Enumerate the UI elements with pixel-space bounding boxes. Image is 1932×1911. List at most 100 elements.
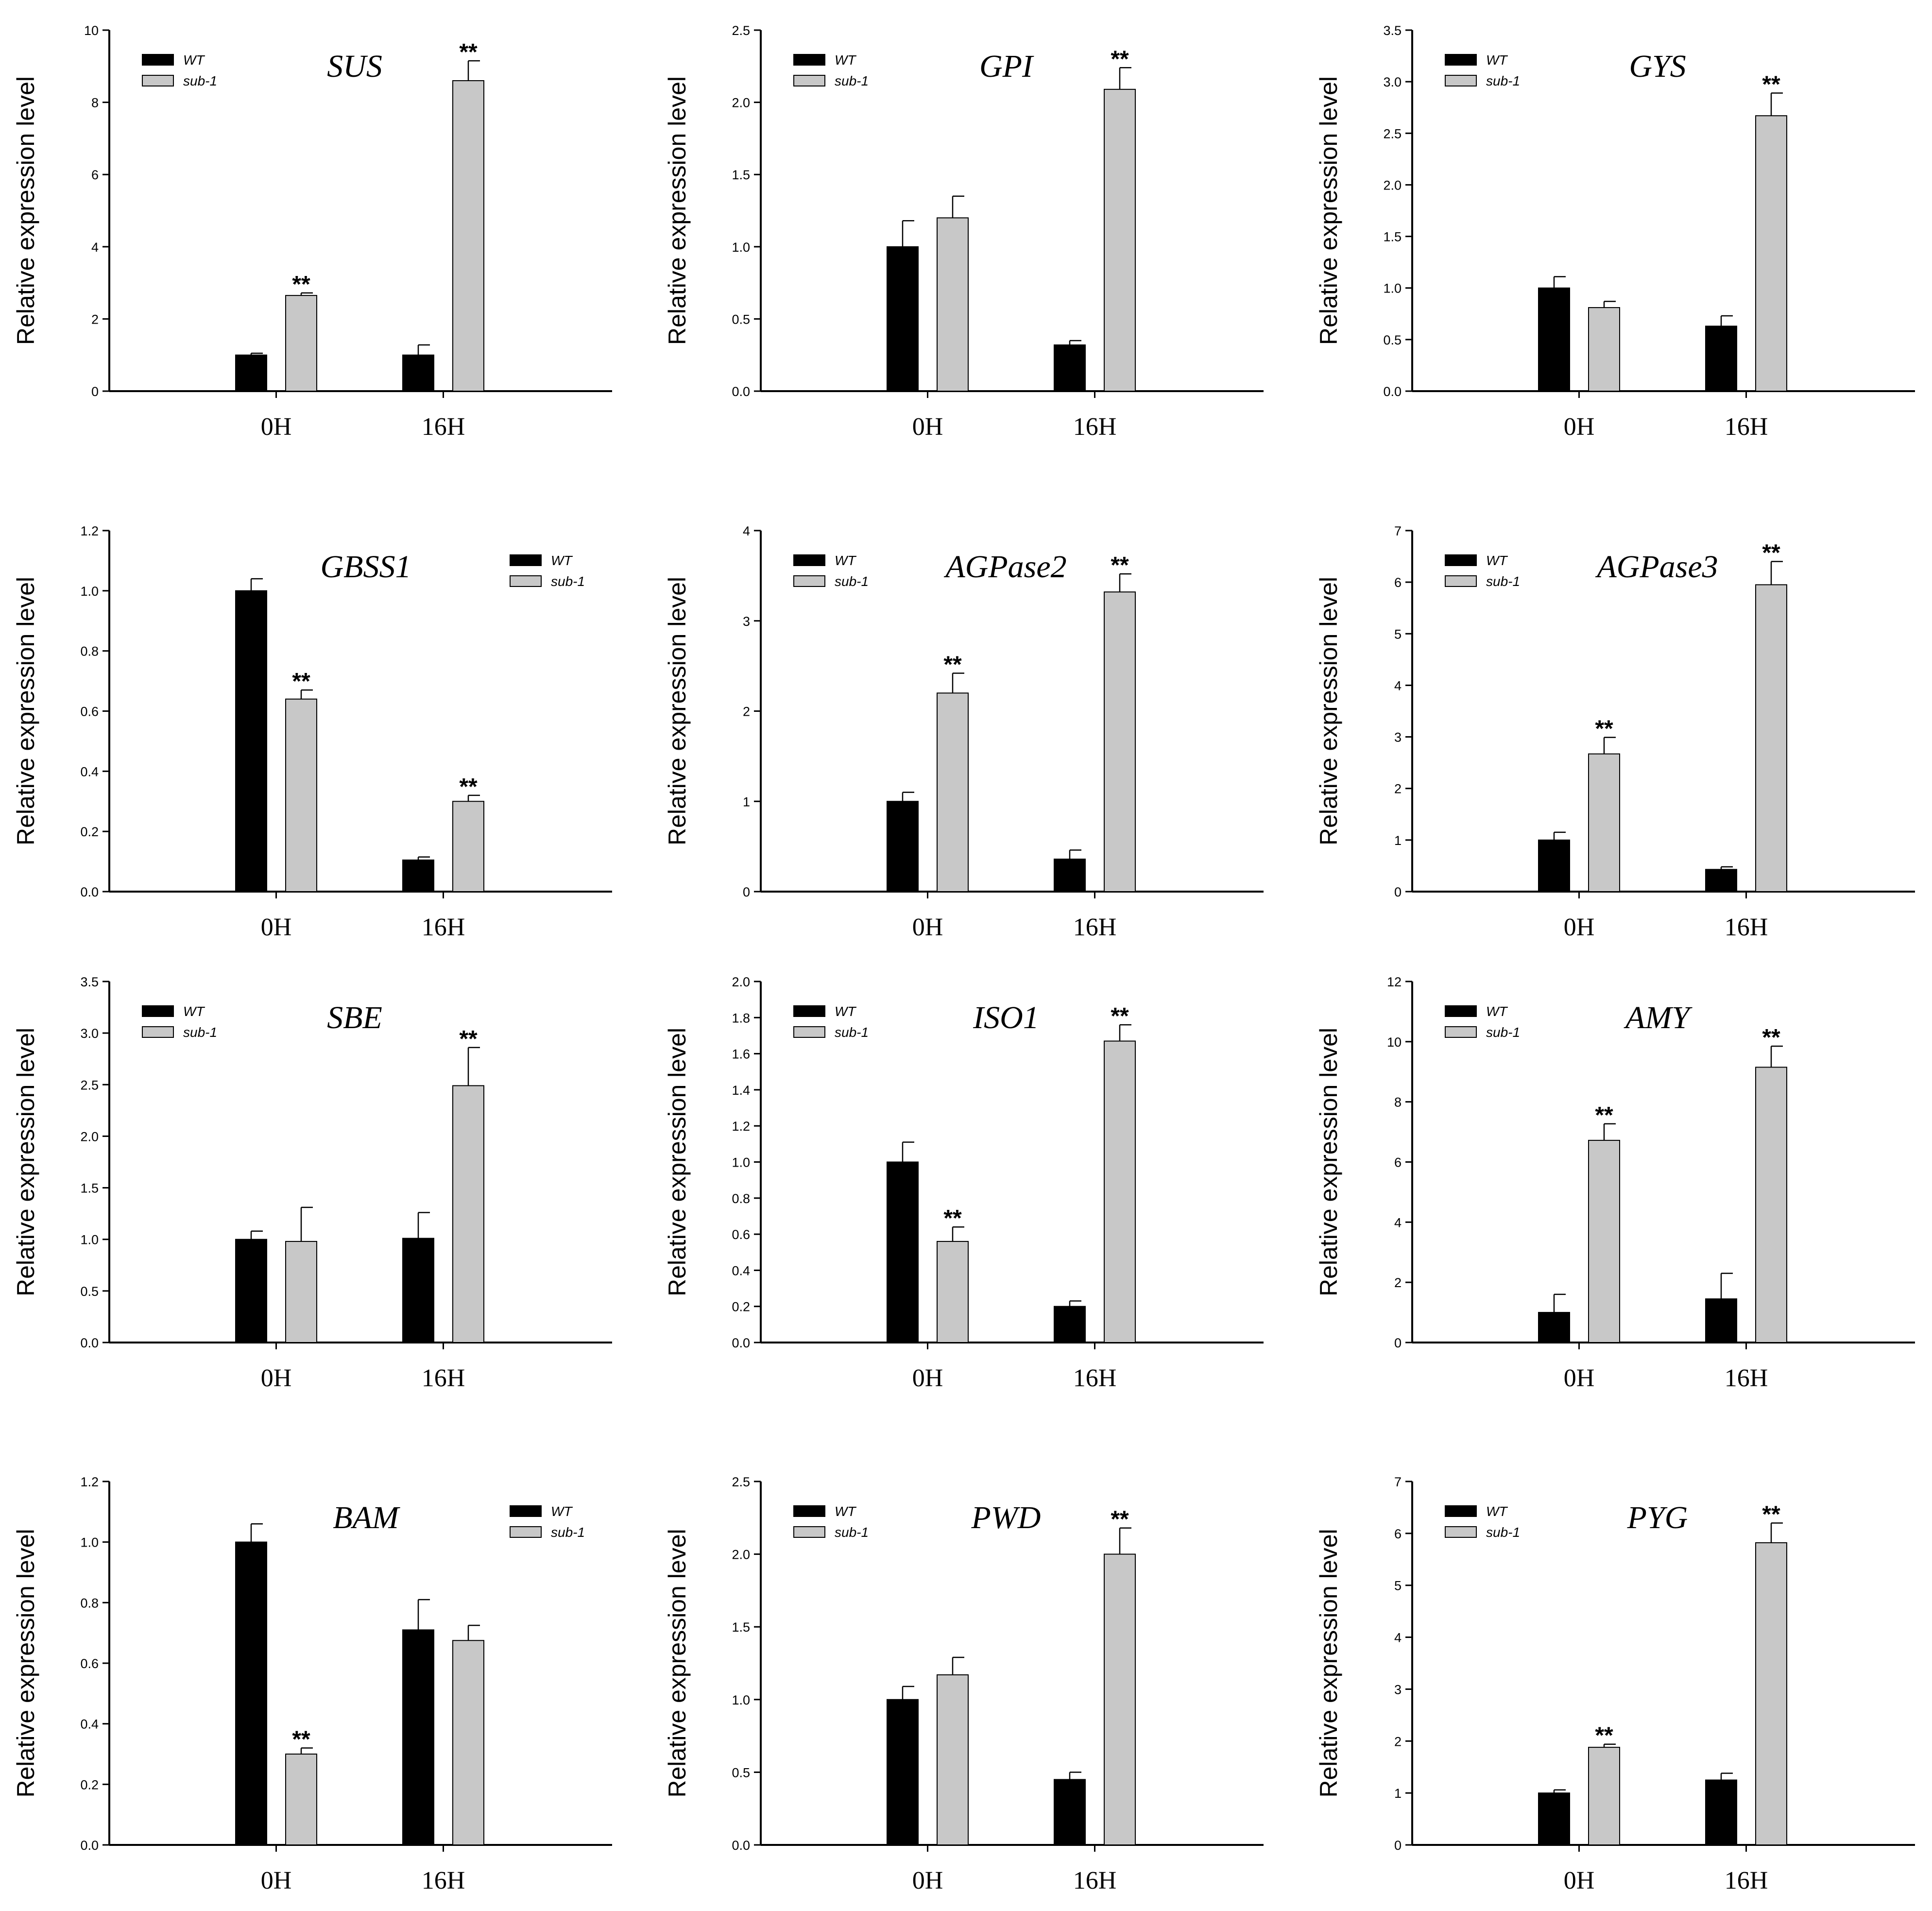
x-tick-label-0h: 0H: [912, 413, 943, 441]
y-tick-label: 1.0: [80, 584, 99, 599]
y-tick-label: 5: [1394, 627, 1402, 641]
y-tick-label: 4: [1394, 1215, 1402, 1230]
x-tick-label-16h: 16H: [1725, 913, 1768, 941]
panel-title: GBSS1: [321, 549, 411, 585]
bar-iso1-sub-1-0h: [937, 1240, 969, 1343]
panel-title: AGPase3: [1595, 549, 1718, 585]
bar-gys-sub-1-16h: [1755, 115, 1787, 392]
y-tick-label: 0.8: [80, 644, 99, 659]
y-tick-label: 0.0: [1383, 384, 1402, 399]
y-tick-label: 2: [91, 312, 99, 327]
legend-label-sub-1: sub-1: [1486, 1025, 1520, 1040]
panel-title: ISO1: [973, 1000, 1039, 1035]
legend-swatch-wt: [510, 1505, 542, 1517]
y-tick-label: 1.5: [732, 1620, 750, 1635]
y-tick-label: 0.0: [732, 1838, 750, 1853]
x-tick-label-0h: 0H: [1564, 413, 1595, 441]
x-tick-label-0h: 0H: [1564, 913, 1595, 941]
y-tick-label: 0.4: [80, 1717, 99, 1732]
bar-bam-wt-16h: [402, 1629, 434, 1846]
y-tick-label: 0.6: [80, 705, 99, 719]
significance-marker: **: [1595, 1102, 1613, 1128]
y-axis-label: Relative expression level: [12, 1529, 39, 1797]
y-tick-label: 3.0: [80, 1026, 99, 1041]
y-tick-label: 8: [91, 96, 99, 110]
bar-gys-wt-0h: [1538, 287, 1570, 392]
bar-sbe-sub-1-0h: [285, 1240, 317, 1343]
bar-pwd-wt-0h: [887, 1699, 919, 1846]
legend-swatch-wt: [1445, 1005, 1477, 1017]
y-axis-label: Relative expression level: [1315, 1529, 1342, 1797]
panel-iso1: 0.0 0.2 0.4 0.6 0.8 1.0 1.2 1.4 1.6 1.8 2.0 Relativ…: [664, 975, 1264, 1392]
x-tick-label-0h: 0H: [261, 1867, 292, 1894]
bar-amy-wt-16h: [1705, 1298, 1737, 1343]
bar-agpase3-sub-1-0h: [1588, 753, 1620, 892]
legend-label-sub-1: sub-1: [183, 73, 217, 88]
x-tick-label-16h: 16H: [1073, 1867, 1117, 1894]
y-tick-label: 2: [1394, 1275, 1402, 1290]
bar-pyg-sub-1-16h: [1755, 1542, 1787, 1845]
bar-bam-sub-1-0h: [285, 1754, 317, 1845]
y-axis-label: Relative expression level: [1315, 577, 1342, 845]
y-tick-label: 0.0: [732, 384, 750, 399]
y-axis-label: Relative expression level: [664, 1529, 691, 1797]
legend-swatch-wt: [793, 554, 825, 566]
legend-label-sub-1: sub-1: [1486, 1525, 1520, 1540]
panel-pwd: 0.0 0.5 1.0 1.5 2.0 2.5 Relative expression le…: [664, 1475, 1264, 1894]
x-tick-label-0h: 0H: [912, 913, 943, 941]
legend-swatch-sub-1: [1445, 575, 1477, 587]
panel-title: AMY: [1624, 1000, 1693, 1035]
y-tick-label: 0.0: [80, 1838, 99, 1853]
y-tick-label: 10: [84, 23, 99, 38]
panel-title: BAM: [333, 1500, 401, 1535]
y-axis-label: Relative expression level: [12, 577, 39, 845]
y-tick-label: 2.5: [80, 1078, 99, 1092]
x-tick-label-0h: 0H: [261, 913, 292, 941]
bar-agpase3-sub-1-16h: [1755, 584, 1787, 892]
y-axis-label: Relative expression level: [12, 1028, 39, 1296]
significance-marker: **: [459, 39, 478, 65]
bar-iso1-wt-0h: [887, 1161, 919, 1343]
y-tick-label: 1.2: [80, 1475, 99, 1489]
bar-agpase2-wt-16h: [1054, 859, 1086, 893]
bar-gpi-wt-16h: [1054, 344, 1086, 392]
y-tick-label: 1.0: [732, 240, 750, 255]
bar-agpase2-wt-0h: [887, 801, 919, 892]
y-axis-label: Relative expression level: [664, 1028, 691, 1296]
legend-swatch-sub-1: [142, 75, 174, 86]
x-tick-label-0h: 0H: [261, 1364, 292, 1392]
bar-sbe-sub-1-16h: [452, 1085, 484, 1343]
y-tick-label: 6: [91, 168, 99, 182]
legend-label-sub-1: sub-1: [551, 1525, 585, 1540]
y-tick-label: 1.0: [732, 1693, 750, 1707]
x-tick-label-16h: 16H: [1725, 413, 1768, 441]
y-tick-label: 0.2: [732, 1300, 750, 1314]
significance-marker: **: [1595, 716, 1613, 742]
y-tick-label: 6: [1394, 575, 1402, 590]
legend-swatch-sub-1: [793, 1026, 825, 1038]
significance-marker: **: [292, 1727, 310, 1753]
legend-label-sub-1: sub-1: [183, 1025, 217, 1040]
x-tick-label-0h: 0H: [261, 413, 292, 441]
bar-amy-sub-1-16h: [1755, 1067, 1787, 1343]
y-axis-label: Relative expression level: [1315, 76, 1342, 345]
legend-label-sub-1: sub-1: [1486, 73, 1520, 88]
bar-agpase2-sub-1-16h: [1104, 591, 1136, 893]
legend-label-wt: WT: [551, 553, 573, 568]
y-tick-label: 1.8: [732, 1011, 750, 1025]
x-tick-label-0h: 0H: [1564, 1364, 1595, 1392]
y-tick-label: 0.0: [732, 1336, 750, 1350]
significance-marker: **: [1762, 540, 1780, 566]
significance-marker: **: [1762, 1501, 1780, 1527]
bar-gbss1-wt-16h: [402, 859, 434, 893]
panel-title: SBE: [327, 1000, 382, 1035]
y-tick-label: 1.2: [732, 1119, 750, 1134]
y-tick-label: 3.5: [1383, 23, 1402, 38]
bar-sbe-wt-0h: [235, 1239, 267, 1343]
bar-gbss1-sub-1-0h: [285, 698, 317, 892]
y-tick-label: 0.5: [732, 1765, 750, 1780]
y-tick-label: 2.0: [732, 975, 750, 989]
legend-swatch-sub-1: [793, 75, 825, 86]
x-tick-label-16h: 16H: [1725, 1364, 1768, 1392]
